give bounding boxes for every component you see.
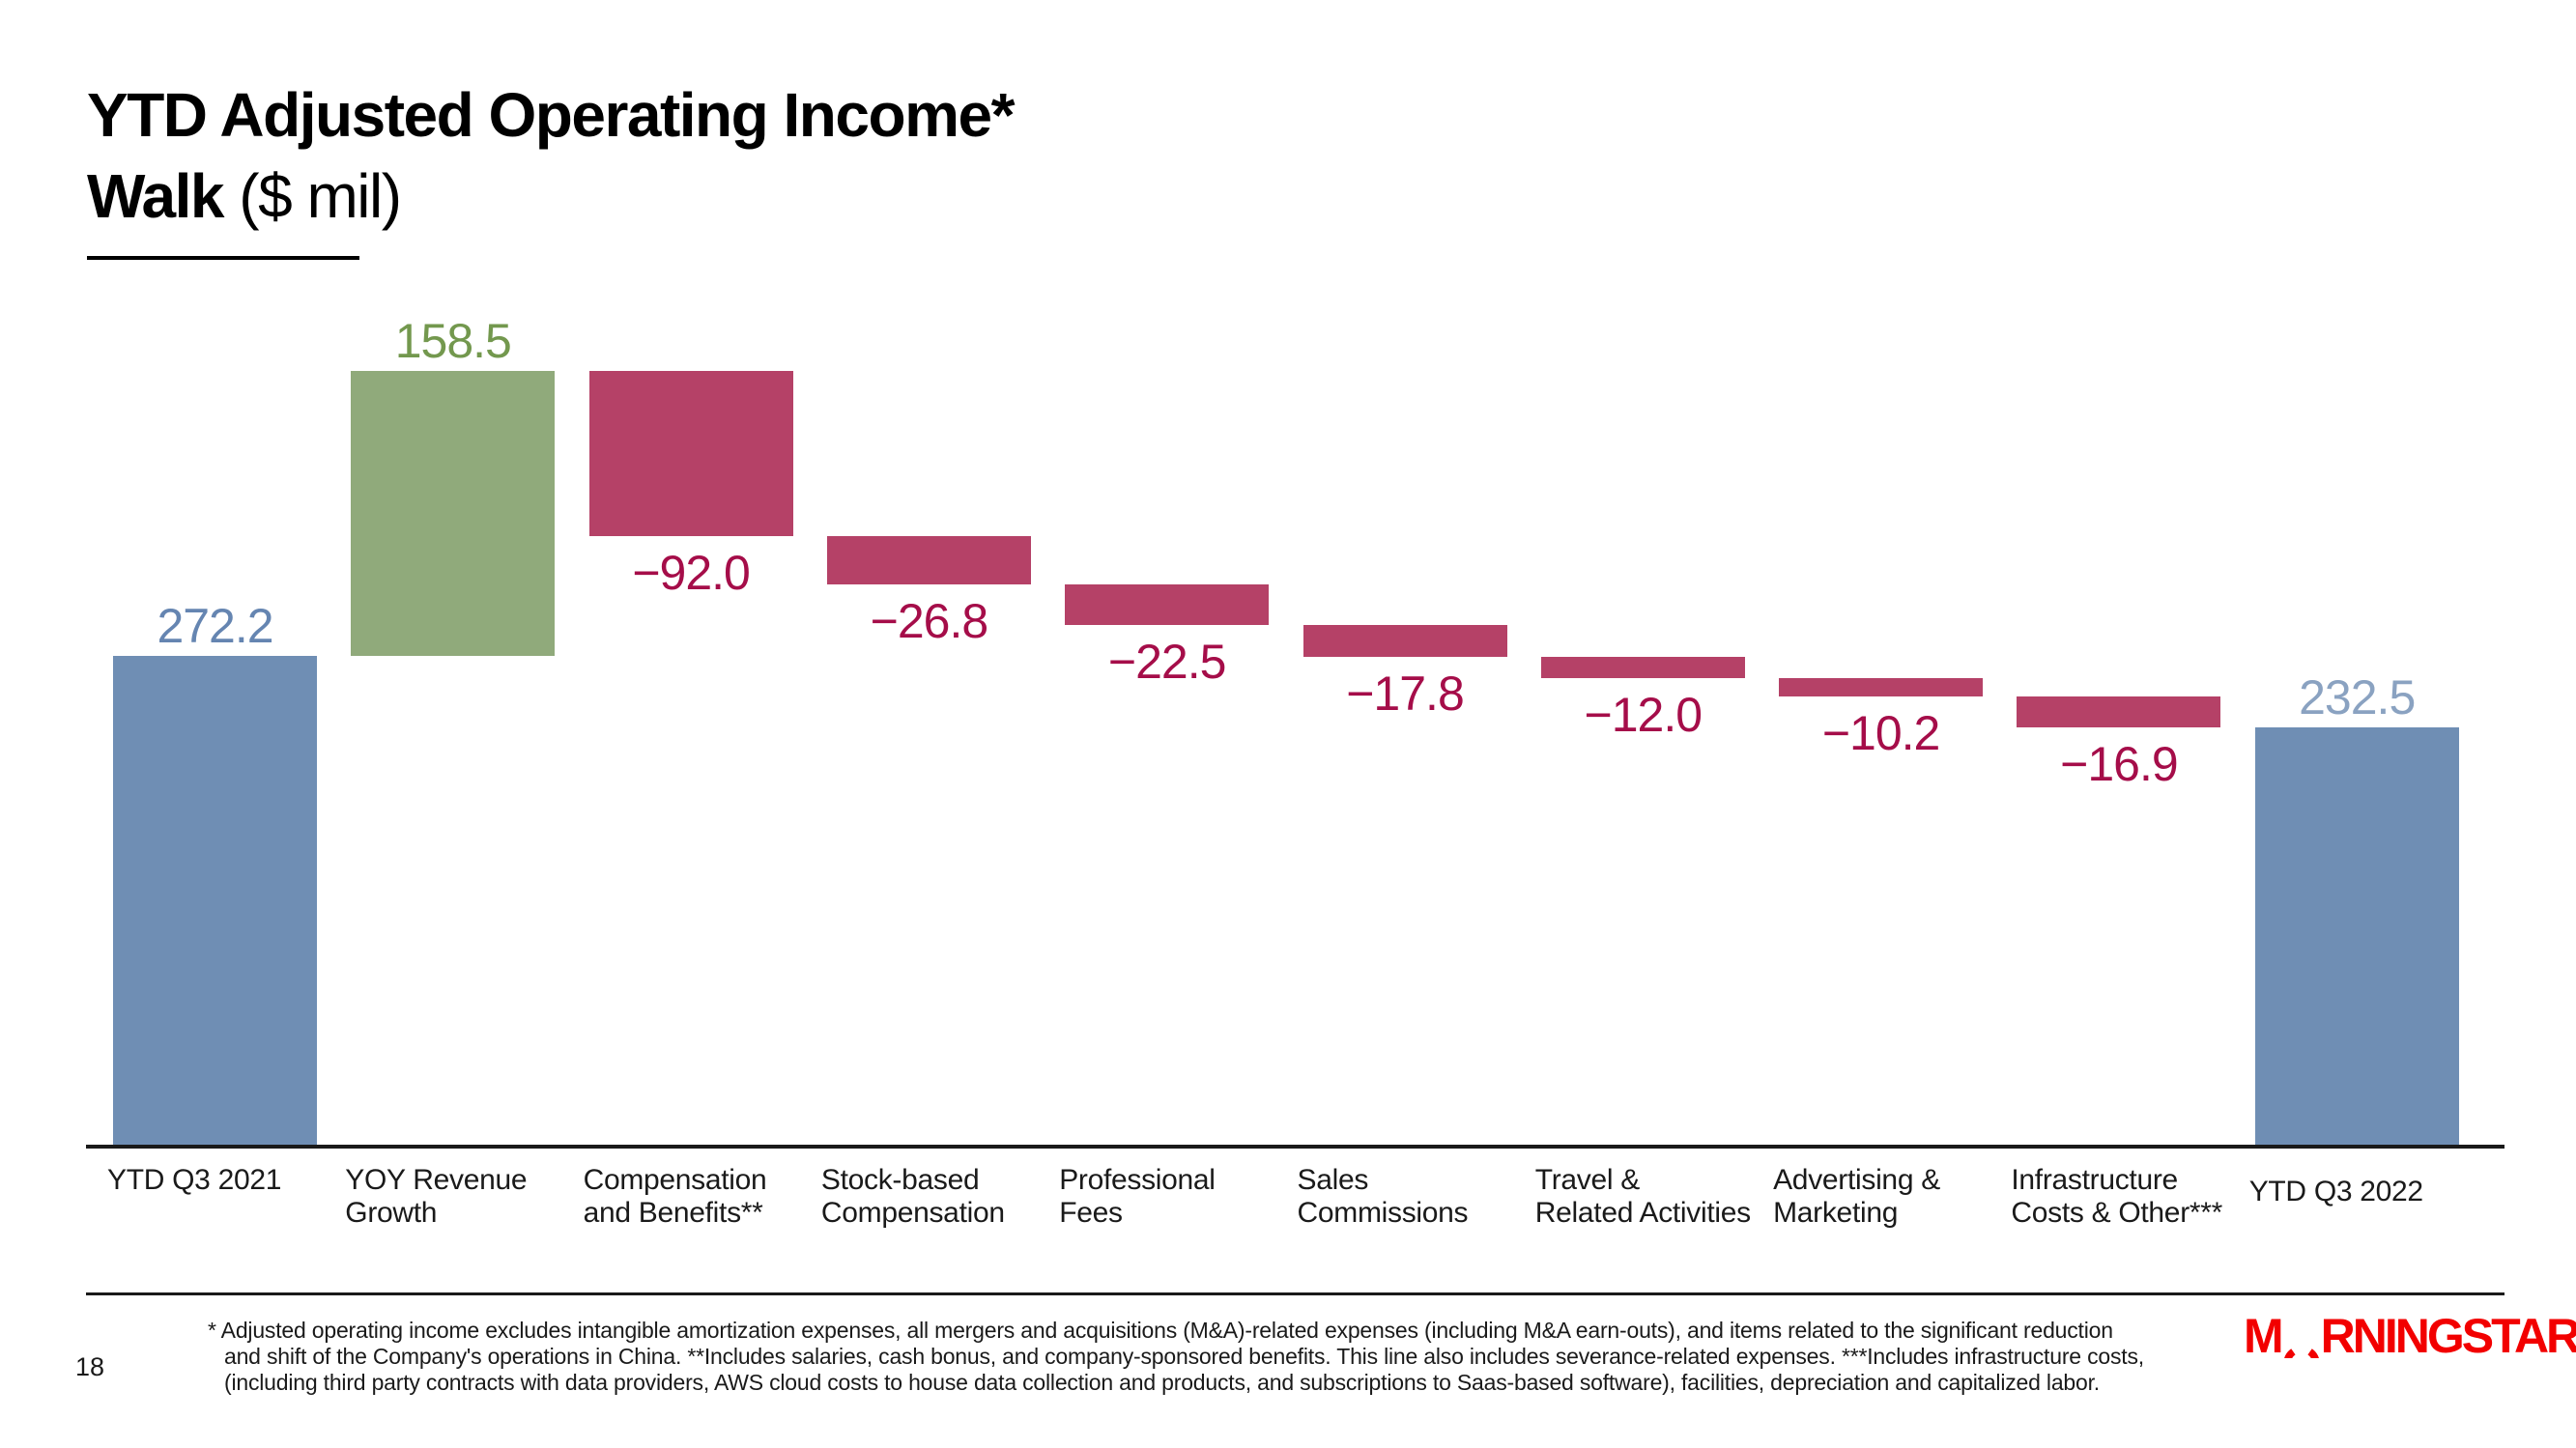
bar-ytd-q3-2021	[113, 655, 317, 1145]
title-line-1: YTD Adjusted Operating Income*	[87, 79, 1015, 150]
bar-ytd-q3-2022	[2254, 726, 2459, 1145]
page-number: 18	[75, 1352, 105, 1381]
page-title: YTD Adjusted Operating Income* Walk ($ m…	[87, 74, 1015, 237]
title-line-2-bold: Walk	[87, 160, 225, 231]
x-axis-label-stock-based-compensation: Stock-based Compensation	[820, 1164, 1005, 1229]
footnote-line-3: (including third party contracts with da…	[224, 1370, 2100, 1395]
footer-divider-line	[86, 1292, 2504, 1295]
sunrise-o-icon	[2283, 1349, 2319, 1358]
footnote-line-2: and shift of the Company's operations in…	[224, 1344, 2144, 1369]
title-line-2-unit: ($ mil)	[223, 160, 402, 231]
x-axis-label-sales-commissions: Sales Commissions	[1297, 1164, 1469, 1229]
bar-value-label-advertising-marketing: −10.2	[1821, 706, 1941, 761]
bar-sales-commissions	[1302, 624, 1507, 657]
logo-letter-m: M	[2244, 1309, 2284, 1363]
bar-value-label-sales-commissions: −17.8	[1346, 666, 1465, 721]
bar-yoy-revenue-growth	[351, 370, 556, 656]
footnote: * Adjusted operating income excludes int…	[208, 1318, 2144, 1396]
x-axis-label-compensation-and-benefits: Compensation and Benefits**	[583, 1164, 767, 1229]
logo-letters-rest: RNINGSTAR	[2320, 1309, 2576, 1363]
bar-value-label-ytd-q3-2021: 272.2	[157, 598, 273, 653]
x-axis-label-advertising-marketing: Advertising & Marketing	[1773, 1164, 1940, 1229]
morningstar-logo: M RNINGSTAR ®	[2244, 1312, 2576, 1360]
x-axis-label-ytd-q3-2022: YTD Q3 2022	[2248, 1176, 2423, 1207]
bar-compensation-and-benefits	[588, 370, 793, 536]
bar-travel-related-activities	[1540, 656, 1745, 679]
bar-value-label-compensation-and-benefits: −92.0	[632, 546, 751, 601]
bar-infrastructure-costs-other	[2017, 696, 2221, 727]
bar-value-label-professional-fees: −22.5	[1107, 634, 1227, 689]
footnote-line-1: * Adjusted operating income excludes int…	[208, 1318, 2113, 1343]
bar-value-label-travel-related-activities: −12.0	[1584, 688, 1703, 743]
bar-stock-based-compensation	[826, 536, 1031, 584]
x-axis-label-infrastructure-costs-other: Infrastructure Costs & Other***	[2011, 1164, 2223, 1229]
x-axis-line	[86, 1145, 2504, 1149]
x-axis-label-travel-related-activities: Travel & Related Activities	[1534, 1164, 1751, 1229]
bar-value-label-stock-based-compensation: −26.8	[870, 593, 989, 648]
x-axis-label-professional-fees: Professional Fees	[1059, 1164, 1216, 1229]
title-underline-rule	[87, 256, 359, 260]
bar-value-label-yoy-revenue-growth: 158.5	[394, 313, 512, 368]
x-axis-label-yoy-revenue-growth: YOY Revenue Growth	[345, 1164, 528, 1229]
bar-advertising-marketing	[1779, 678, 1984, 697]
bar-value-label-ytd-q3-2022: 232.5	[2299, 669, 2416, 724]
bar-value-label-infrastructure-costs-other: −16.9	[2060, 736, 2179, 791]
x-axis-label-ytd-q3-2021: YTD Q3 2021	[107, 1164, 282, 1196]
bar-professional-fees	[1065, 583, 1270, 625]
